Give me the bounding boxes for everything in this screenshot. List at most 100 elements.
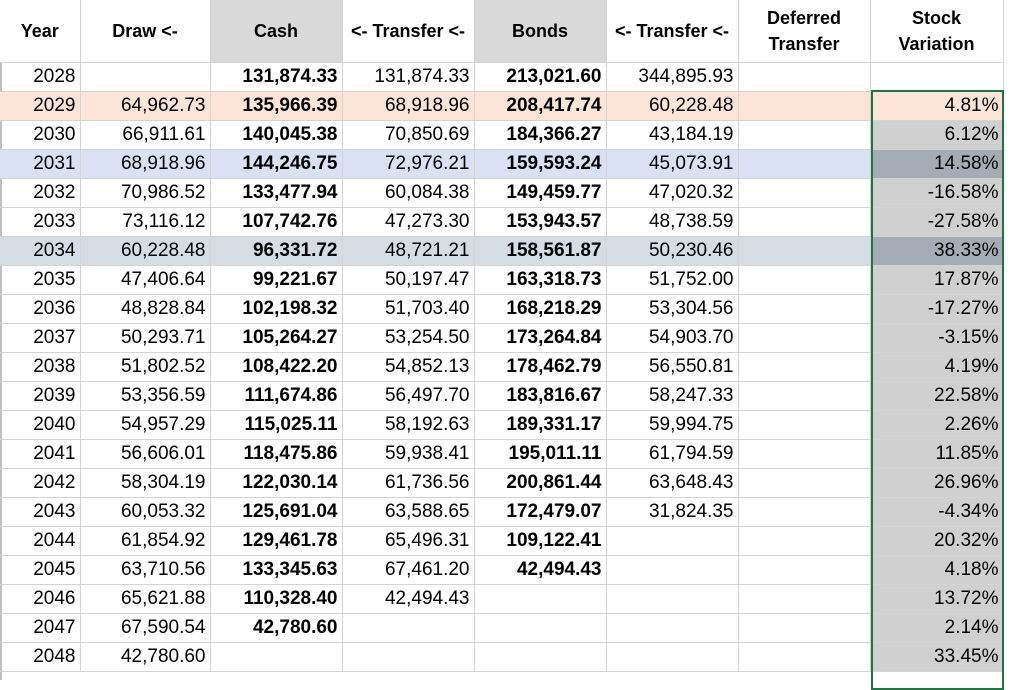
cell-bonds[interactable]: 184,366.27 [474, 120, 607, 150]
cell-stock-variation[interactable]: -27.58% [870, 207, 1004, 237]
cell-year[interactable]: 2034 [0, 236, 81, 266]
cell-bonds[interactable]: 183,816.67 [474, 381, 607, 411]
cell-transfer-2[interactable]: 45,073.91 [606, 149, 739, 179]
cell-transfer-2[interactable]: 344,895.93 [606, 62, 739, 92]
cell-transfer-1[interactable]: 58,192.63 [342, 410, 475, 440]
cell-transfer-2[interactable]: 54,903.70 [606, 323, 739, 353]
cell-transfer-2[interactable]: 56,550.81 [606, 352, 739, 382]
cell-cash[interactable]: 133,477.94 [210, 178, 343, 208]
cell-year[interactable]: 2047 [0, 613, 81, 643]
cell-draw[interactable]: 53,356.59 [80, 381, 211, 411]
cell-deferred-transfer[interactable] [738, 381, 871, 411]
cell-draw[interactable]: 68,918.96 [80, 149, 211, 179]
cell-transfer-1[interactable]: 61,736.56 [342, 468, 475, 498]
cell-stock-variation[interactable]: 11.85% [870, 439, 1004, 469]
header-transfer-2[interactable]: <- Transfer <- [606, 0, 739, 63]
cell-stock-variation[interactable]: -17.27% [870, 294, 1004, 324]
cell-draw[interactable]: 70,986.52 [80, 178, 211, 208]
cell-draw[interactable]: 58,304.19 [80, 468, 211, 498]
cell-bonds[interactable]: 42,494.43 [474, 555, 607, 585]
cell-cash[interactable]: 102,198.32 [210, 294, 343, 324]
cell-draw[interactable]: 51,802.52 [80, 352, 211, 382]
cell-transfer-2[interactable] [606, 613, 739, 643]
cell-stock-variation[interactable]: 17.87% [870, 265, 1004, 295]
cell-cash[interactable]: 131,874.33 [210, 62, 343, 92]
cell-transfer-1[interactable] [342, 613, 475, 643]
cell-year[interactable]: 2035 [0, 265, 81, 295]
cell-transfer-2[interactable]: 48,738.59 [606, 207, 739, 237]
cell-stock-variation[interactable]: 2.14% [870, 613, 1004, 643]
cell-bonds[interactable]: 172,479.07 [474, 497, 607, 527]
cell-cash[interactable]: 107,742.76 [210, 207, 343, 237]
cell-draw[interactable]: 63,710.56 [80, 555, 211, 585]
cell-transfer-2[interactable]: 59,994.75 [606, 410, 739, 440]
cell-deferred-transfer[interactable] [738, 91, 871, 121]
cell-bonds[interactable]: 200,861.44 [474, 468, 607, 498]
cell-transfer-2[interactable]: 43,184.19 [606, 120, 739, 150]
cell-bonds[interactable]: 178,462.79 [474, 352, 607, 382]
cell-cash[interactable]: 135,966.39 [210, 91, 343, 121]
cell-draw[interactable]: 73,116.12 [80, 207, 211, 237]
cell-year[interactable]: 2040 [0, 410, 81, 440]
cell-transfer-2[interactable]: 53,304.56 [606, 294, 739, 324]
cell-cash[interactable] [210, 642, 343, 672]
cell-transfer-2[interactable]: 60,228.48 [606, 91, 739, 121]
cell-bonds[interactable]: 168,218.29 [474, 294, 607, 324]
cell-bonds[interactable]: 109,122.41 [474, 526, 607, 556]
cell-cash[interactable]: 122,030.14 [210, 468, 343, 498]
cell-bonds[interactable]: 173,264.84 [474, 323, 607, 353]
header-transfer-1[interactable]: <- Transfer <- [342, 0, 475, 63]
cell-stock-variation[interactable] [870, 62, 1004, 92]
cell-year[interactable]: 2042 [0, 468, 81, 498]
cell-deferred-transfer[interactable] [738, 207, 871, 237]
cell-bonds[interactable] [474, 613, 607, 643]
cell-transfer-1[interactable]: 54,852.13 [342, 352, 475, 382]
cell-stock-variation[interactable]: 4.19% [870, 352, 1004, 382]
cell-year[interactable]: 2031 [0, 149, 81, 179]
cell-transfer-2[interactable]: 51,752.00 [606, 265, 739, 295]
cell-cash[interactable]: 140,045.38 [210, 120, 343, 150]
cell-deferred-transfer[interactable] [738, 120, 871, 150]
cell-deferred-transfer[interactable] [738, 526, 871, 556]
cell-draw[interactable]: 60,228.48 [80, 236, 211, 266]
cell-bonds[interactable] [474, 642, 607, 672]
cell-year[interactable]: 2030 [0, 120, 81, 150]
cell-cash[interactable]: 99,221.67 [210, 265, 343, 295]
cell-draw[interactable]: 42,780.60 [80, 642, 211, 672]
cell-year[interactable]: 2036 [0, 294, 81, 324]
cell-cash[interactable]: 125,691.04 [210, 497, 343, 527]
cell-stock-variation[interactable]: -16.58% [870, 178, 1004, 208]
cell-transfer-1[interactable]: 60,084.38 [342, 178, 475, 208]
cell-year[interactable]: 2032 [0, 178, 81, 208]
cell-draw[interactable]: 61,854.92 [80, 526, 211, 556]
cell-deferred-transfer[interactable] [738, 439, 871, 469]
cell-transfer-1[interactable]: 59,938.41 [342, 439, 475, 469]
cell-stock-variation[interactable]: 38.33% [870, 236, 1004, 266]
cell-deferred-transfer[interactable] [738, 323, 871, 353]
cell-transfer-2[interactable] [606, 526, 739, 556]
cell-cash[interactable]: 110,328.40 [210, 584, 343, 614]
cell-transfer-2[interactable]: 63,648.43 [606, 468, 739, 498]
cell-deferred-transfer[interactable] [738, 294, 871, 324]
cell-transfer-1[interactable] [342, 642, 475, 672]
cell-cash[interactable]: 111,674.86 [210, 381, 343, 411]
cell-cash[interactable]: 118,475.86 [210, 439, 343, 469]
cell-bonds[interactable]: 158,561.87 [474, 236, 607, 266]
cell-draw[interactable]: 60,053.32 [80, 497, 211, 527]
cell-cash[interactable]: 115,025.11 [210, 410, 343, 440]
header-draw[interactable]: Draw <- [80, 0, 211, 63]
cell-year[interactable]: 2039 [0, 381, 81, 411]
cell-draw[interactable]: 56,606.01 [80, 439, 211, 469]
cell-cash[interactable]: 96,331.72 [210, 236, 343, 266]
cell-year[interactable]: 2044 [0, 526, 81, 556]
cell-deferred-transfer[interactable] [738, 236, 871, 266]
cell-transfer-1[interactable]: 42,494.43 [342, 584, 475, 614]
cell-transfer-2[interactable] [606, 584, 739, 614]
cell-stock-variation[interactable]: 26.96% [870, 468, 1004, 498]
cell-transfer-2[interactable] [606, 555, 739, 585]
cell-transfer-1[interactable]: 47,273.30 [342, 207, 475, 237]
cell-stock-variation[interactable]: 4.81% [870, 91, 1004, 121]
cell-bonds[interactable] [474, 584, 607, 614]
cell-transfer-1[interactable]: 131,874.33 [342, 62, 475, 92]
cell-transfer-1[interactable]: 51,703.40 [342, 294, 475, 324]
